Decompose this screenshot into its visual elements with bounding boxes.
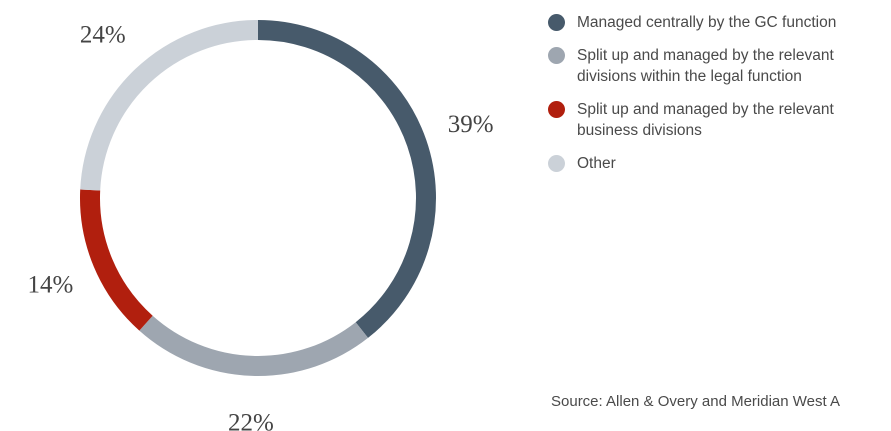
legend-label-gc-central: Managed centrally by the GC function bbox=[577, 14, 837, 31]
donut-chart: 39% 22% 14% 24% bbox=[28, 20, 494, 431]
slice-label-gc-central: 39% bbox=[448, 111, 494, 138]
donut-slice-gc-central bbox=[257, 20, 436, 338]
legend-item-gc-central: Managed centrally by the GC function bbox=[548, 12, 891, 33]
donut-slice-legal-divisions bbox=[139, 315, 369, 376]
legend-label-business-divisions: Split up and managed by the relevant bus… bbox=[577, 101, 834, 139]
slice-label-business-divisions: 14% bbox=[28, 271, 74, 298]
legend-swatch-gc-central bbox=[548, 14, 565, 31]
chart-legend: Managed centrally by the GC function Spl… bbox=[548, 12, 891, 186]
donut-slice-other bbox=[80, 20, 259, 191]
source-note: Source: Allen & Overy and Meridian West … bbox=[551, 393, 841, 410]
legend-swatch-legal-divisions bbox=[548, 47, 565, 64]
legend-item-business-divisions: Split up and managed by the relevant bus… bbox=[548, 99, 891, 141]
slice-label-other: 24% bbox=[80, 22, 126, 49]
legend-item-other: Other bbox=[548, 153, 891, 174]
slice-value-labels: 39% 22% 14% 24% bbox=[28, 22, 494, 431]
donut-ring bbox=[80, 20, 436, 376]
legend-label-legal-divisions: Split up and managed by the relevant div… bbox=[577, 47, 834, 85]
slice-label-legal-divisions: 22% bbox=[228, 409, 274, 431]
donut-slice-business-divisions bbox=[80, 189, 153, 331]
legend-label-other: Other bbox=[577, 155, 616, 172]
legend-swatch-other bbox=[548, 155, 565, 172]
legend-swatch-business-divisions bbox=[548, 101, 565, 118]
legend-item-legal-divisions: Split up and managed by the relevant div… bbox=[548, 45, 891, 87]
